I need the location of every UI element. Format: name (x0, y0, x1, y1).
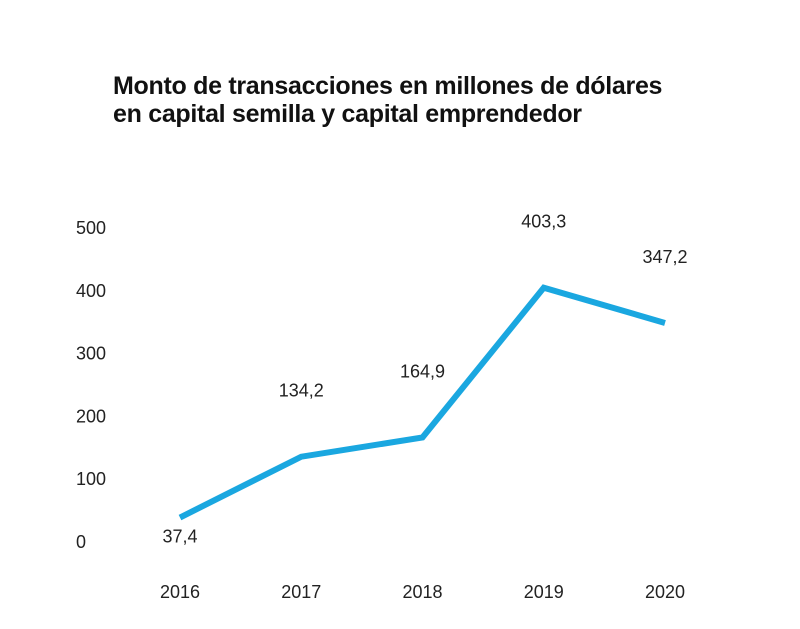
y-axis-ticks: 0 100 200 300 400 500 (76, 218, 106, 552)
x-axis-ticks: 2016 2017 2018 2019 2020 (160, 582, 685, 602)
x-tick-label: 2018 (402, 582, 442, 602)
series-line (178, 284, 666, 521)
data-label-2016: 37,4 (162, 527, 197, 547)
y-tick-label: 300 (76, 344, 106, 364)
series-group (178, 284, 666, 521)
data-label-2020: 347,2 (642, 247, 687, 267)
x-tick-label: 2020 (645, 582, 685, 602)
y-tick-label: 500 (76, 218, 106, 238)
y-tick-label: 400 (76, 281, 106, 301)
data-label-2017: 134,2 (279, 381, 324, 401)
data-label-2018: 164,9 (400, 361, 445, 381)
x-tick-label: 2017 (281, 582, 321, 602)
data-label-2019: 403,3 (521, 212, 566, 232)
x-tick-label: 2016 (160, 582, 200, 602)
y-tick-label: 200 (76, 406, 106, 426)
x-tick-label: 2019 (524, 582, 564, 602)
y-tick-label: 0 (76, 532, 86, 552)
data-labels: 37,4 134,2 164,9 403,3 347,2 (162, 212, 687, 547)
chart-title: Monto de transacciones en millones de dó… (113, 72, 663, 128)
y-tick-label: 100 (76, 469, 106, 489)
